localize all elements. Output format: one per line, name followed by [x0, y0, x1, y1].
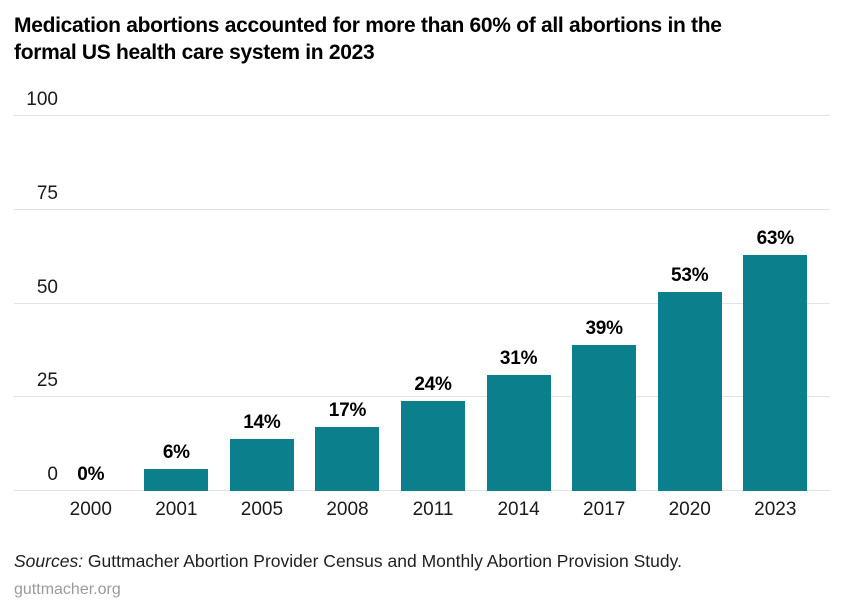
- chart-title: Medication abortions accounted for more …: [14, 14, 722, 64]
- bar-value-label-2005: 14%: [243, 411, 281, 433]
- xtick-label-2014: 2014: [497, 499, 540, 520]
- bar-2017: [572, 344, 637, 491]
- ytick-label-50: 50: [36, 276, 58, 298]
- bars-row: 0% 6% 14% 17% 24% 31% 39% 53% 63%: [48, 76, 818, 491]
- gridline-y75: [14, 208, 830, 210]
- gridline-y50: [14, 302, 830, 304]
- bar-column-2023: 63%: [733, 76, 819, 491]
- bar-value-label-2011: 24%: [414, 374, 452, 395]
- x-axis: 2000 2001 2005 2008 2011 2014 2017 2020 2023: [48, 499, 818, 521]
- plot-area: 0 25 50 75 100 0% 6% 14% 17% 24% 31% 39% 53% 63%: [14, 90, 830, 491]
- xtick-label-2023: 2023: [754, 499, 797, 520]
- bar-2011: [401, 401, 466, 491]
- bar-value-label-2017: 39%: [585, 317, 623, 339]
- bar-2001: [144, 468, 209, 491]
- bar-2023: [743, 254, 808, 491]
- gridline-y25: [14, 396, 830, 398]
- gridline-y100: [14, 115, 830, 116]
- bar-2014: [486, 374, 551, 491]
- bar-value-label-2008: 17%: [328, 400, 367, 422]
- bar-value-label-2020: 53%: [671, 265, 709, 287]
- ytick-label-100: 100: [26, 89, 58, 110]
- bar-value-label-2000: 0%: [77, 464, 105, 485]
- bar-column-2011: 24%: [390, 76, 476, 491]
- bar-value-label-2014: 31%: [499, 347, 538, 369]
- sources-line: Sources: Guttmacher Abortion Provider Ce…: [14, 549, 830, 573]
- xtick-label-2017: 2017: [583, 499, 626, 520]
- xtick-label-2008: 2008: [326, 499, 369, 520]
- sources-text: Guttmacher Abortion Provider Census and …: [83, 551, 682, 571]
- xtick-label-2000: 2000: [69, 499, 112, 520]
- bar-value-label-2023: 63%: [756, 227, 795, 249]
- ytick-label-25: 25: [36, 370, 58, 392]
- bar-2020: [657, 292, 722, 491]
- xtick-label-2001: 2001: [155, 499, 198, 520]
- sources-prefix: Sources:: [14, 551, 84, 571]
- bar-value-label-2001: 6%: [162, 441, 190, 463]
- bar-2008: [315, 427, 380, 491]
- bar-column-2014: 31%: [476, 76, 562, 491]
- xtick-label-2011: 2011: [412, 499, 454, 520]
- bar-column-2017: 39%: [561, 76, 647, 491]
- ytick-label-75: 75: [36, 182, 58, 204]
- bar-column-2000: 0%: [48, 76, 134, 491]
- bar-column-2005: 14%: [219, 76, 305, 491]
- xtick-label-2020: 2020: [668, 499, 711, 520]
- bar-column-2001: 6%: [134, 76, 220, 491]
- bar-2005: [229, 438, 294, 491]
- bar-column-2008: 17%: [305, 76, 391, 491]
- xtick-label-2005: 2005: [240, 499, 284, 520]
- ytick-label-0: 0: [47, 464, 58, 485]
- guttmacher-org-link[interactable]: guttmacher.org: [14, 581, 121, 598]
- bar-column-2020: 53%: [647, 76, 733, 491]
